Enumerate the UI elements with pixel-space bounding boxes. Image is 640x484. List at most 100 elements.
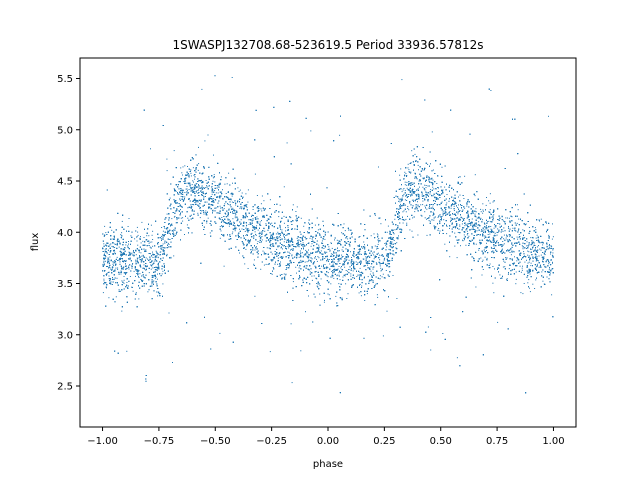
data-point	[377, 243, 379, 245]
data-point	[507, 217, 508, 219]
data-point	[477, 224, 479, 226]
data-point	[407, 208, 409, 209]
data-point	[271, 273, 273, 275]
data-point	[194, 191, 196, 193]
data-point	[396, 298, 398, 299]
data-point	[205, 180, 207, 181]
data-point	[384, 243, 386, 244]
data-point	[263, 200, 265, 202]
data-point	[454, 232, 456, 234]
data-point	[390, 253, 392, 255]
data-point	[490, 90, 492, 91]
data-point	[143, 237, 145, 238]
data-point	[350, 251, 351, 253]
data-point	[454, 202, 456, 204]
data-point	[422, 200, 424, 202]
data-point	[310, 245, 312, 247]
data-point	[263, 264, 265, 266]
data-point	[530, 237, 532, 239]
data-point	[461, 217, 463, 219]
data-point	[327, 276, 329, 278]
data-point	[128, 265, 130, 267]
data-point	[386, 246, 388, 248]
data-point	[499, 274, 501, 276]
data-point	[255, 233, 256, 235]
data-point	[126, 350, 128, 352]
data-point	[212, 180, 214, 182]
data-point	[103, 243, 105, 245]
data-point	[283, 235, 284, 237]
data-point	[424, 217, 426, 219]
data-point	[152, 245, 154, 247]
data-point	[213, 154, 214, 156]
data-point	[504, 266, 506, 268]
data-point	[137, 231, 139, 233]
data-point	[482, 269, 484, 270]
data-point	[474, 195, 476, 197]
data-point	[285, 273, 287, 275]
data-point	[247, 201, 249, 203]
data-point	[283, 245, 285, 246]
data-point	[117, 268, 119, 270]
data-point	[519, 265, 521, 267]
data-point	[268, 247, 270, 249]
data-point	[424, 189, 426, 191]
data-point	[534, 227, 536, 229]
data-point	[336, 274, 338, 276]
data-point	[227, 218, 229, 220]
data-point	[410, 195, 412, 197]
data-point	[411, 230, 413, 232]
data-point	[515, 278, 517, 280]
data-point	[209, 232, 211, 234]
data-point	[315, 256, 316, 258]
data-point	[425, 187, 427, 189]
data-point	[492, 240, 494, 241]
data-point	[208, 185, 210, 186]
data-point	[215, 207, 217, 209]
data-point	[506, 279, 508, 281]
data-point	[286, 142, 288, 144]
data-point	[314, 265, 316, 267]
data-point	[159, 245, 161, 247]
data-point	[125, 244, 127, 246]
data-point	[117, 267, 119, 269]
data-point	[403, 188, 405, 189]
data-point	[390, 241, 391, 243]
data-point	[114, 243, 116, 245]
data-point	[328, 248, 330, 250]
data-point	[545, 259, 547, 261]
data-point	[157, 273, 158, 275]
data-point	[119, 259, 121, 261]
data-point	[251, 220, 253, 222]
data-point	[199, 180, 201, 181]
data-point	[135, 259, 137, 261]
data-point	[515, 283, 517, 285]
data-point	[227, 203, 229, 204]
data-point	[390, 241, 392, 243]
data-point	[307, 231, 308, 233]
data-point	[117, 241, 119, 243]
data-point	[449, 211, 451, 212]
data-point	[509, 264, 511, 266]
data-point	[141, 255, 143, 257]
data-point	[236, 210, 238, 212]
data-point	[288, 242, 290, 244]
data-point	[300, 217, 302, 219]
data-point	[486, 257, 488, 259]
data-point	[152, 264, 154, 266]
data-point	[347, 293, 349, 295]
data-point	[152, 230, 154, 232]
data-point	[191, 187, 193, 189]
data-point	[201, 88, 203, 90]
data-point	[257, 253, 259, 255]
data-point	[455, 227, 456, 229]
data-point	[181, 172, 183, 174]
data-point	[298, 244, 300, 246]
data-point	[151, 277, 153, 278]
data-point	[474, 213, 476, 215]
data-point	[360, 295, 362, 297]
data-point	[300, 259, 302, 261]
data-point	[313, 236, 315, 238]
data-point	[520, 292, 522, 294]
data-point	[197, 169, 199, 171]
